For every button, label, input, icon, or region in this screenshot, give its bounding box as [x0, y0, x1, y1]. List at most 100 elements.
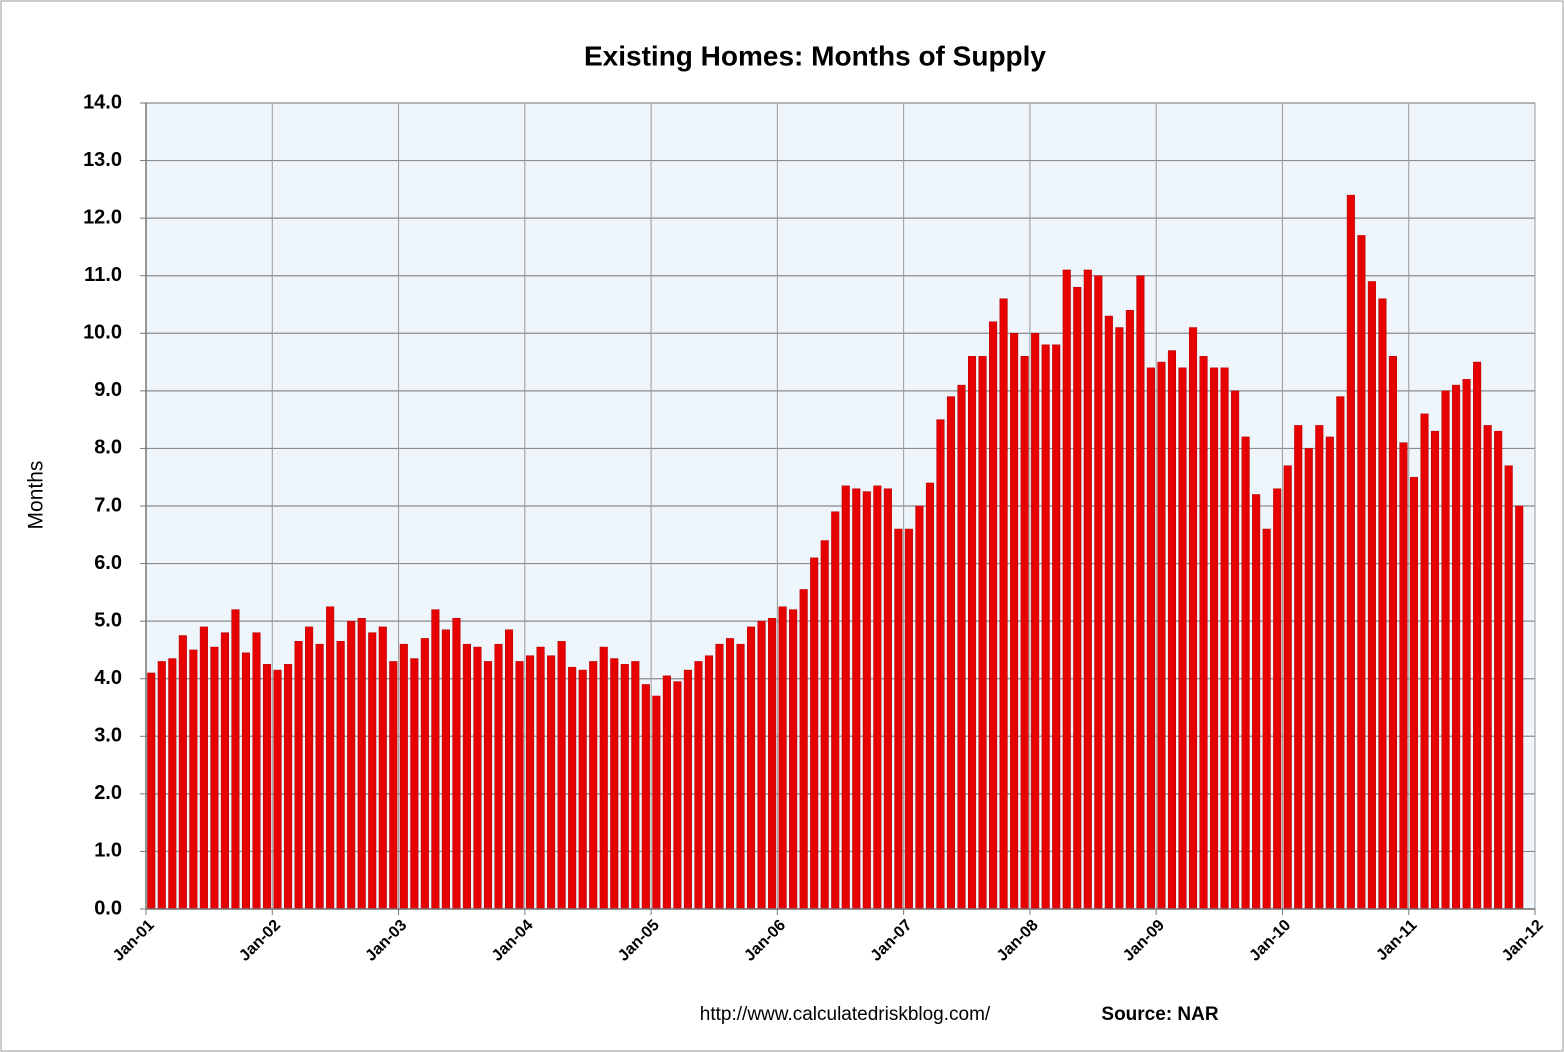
bar	[1167, 350, 1177, 910]
bar	[1231, 390, 1240, 910]
bar	[1210, 367, 1219, 910]
bar	[420, 638, 429, 910]
bar	[357, 618, 366, 910]
bar	[978, 356, 987, 910]
bar	[1178, 367, 1187, 910]
bar	[1273, 488, 1282, 910]
bar	[599, 646, 608, 910]
source-url: http://www.calculatedriskblog.com/	[700, 1004, 991, 1025]
bar	[1515, 505, 1524, 910]
bar	[536, 646, 545, 910]
bar	[315, 643, 324, 910]
bar	[989, 321, 998, 910]
bar	[1483, 425, 1492, 910]
bar	[1262, 528, 1271, 910]
bar	[1378, 298, 1387, 910]
y-tick-label: 9.0	[94, 379, 122, 401]
bar	[1073, 286, 1082, 910]
bar	[631, 661, 640, 910]
bar	[410, 658, 419, 910]
bar	[768, 618, 777, 910]
bar	[852, 488, 861, 910]
bar	[799, 589, 808, 910]
bar	[462, 643, 471, 910]
bar	[168, 658, 177, 910]
bar	[683, 669, 692, 910]
bar	[1283, 465, 1292, 910]
y-tick-label: 6.0	[94, 552, 122, 574]
bar	[725, 638, 735, 910]
y-tick-label: 1.0	[94, 840, 122, 862]
bar	[494, 643, 503, 910]
chart-title: Existing Homes: Months of Supply	[584, 40, 1046, 71]
bar	[915, 505, 924, 910]
bar	[1294, 425, 1303, 910]
bar	[431, 609, 440, 910]
bar	[999, 298, 1008, 910]
y-tick-label: 2.0	[94, 782, 122, 804]
bar	[1346, 194, 1355, 910]
bar	[1304, 448, 1313, 910]
bar	[389, 661, 398, 910]
y-tick-label: 4.0	[94, 667, 122, 689]
bar	[147, 672, 156, 910]
bar	[578, 669, 587, 910]
bar	[747, 626, 756, 910]
bar	[1420, 413, 1429, 910]
bar	[831, 511, 840, 910]
bar	[441, 629, 450, 910]
bar	[620, 664, 629, 910]
y-tick-label: 8.0	[94, 437, 122, 459]
bar	[610, 658, 619, 910]
bar	[378, 626, 387, 910]
bar	[757, 620, 766, 910]
y-axis-label: Months	[25, 461, 48, 530]
bar	[189, 649, 198, 910]
bar	[273, 669, 282, 910]
bar	[967, 356, 977, 910]
bar	[347, 620, 356, 910]
y-tick-label: 10.0	[83, 322, 122, 344]
bar	[220, 632, 229, 910]
bar	[305, 626, 314, 910]
bar	[1441, 390, 1450, 910]
bar	[810, 557, 819, 910]
bar	[589, 661, 598, 910]
bar	[1136, 275, 1145, 910]
bar	[1315, 425, 1324, 910]
bar	[652, 695, 661, 910]
bar	[262, 664, 272, 910]
bar	[1388, 356, 1397, 910]
bar	[1188, 327, 1198, 910]
bar	[694, 661, 703, 910]
bar	[1020, 356, 1029, 910]
y-tick-label: 13.0	[83, 149, 122, 171]
bar	[1325, 436, 1334, 910]
bar	[1367, 281, 1376, 910]
bar	[1452, 384, 1461, 910]
y-tick-label: 5.0	[94, 609, 122, 631]
bar	[1157, 361, 1166, 910]
bar	[504, 629, 514, 910]
bar	[336, 641, 345, 910]
bar	[399, 643, 408, 910]
bar	[736, 643, 745, 910]
bar	[820, 540, 829, 910]
bar	[936, 419, 945, 910]
bar	[568, 666, 577, 910]
bar	[1399, 442, 1408, 910]
y-tick-label: 14.0	[83, 91, 122, 113]
bar	[1062, 269, 1071, 910]
bar	[1115, 327, 1124, 910]
bar	[1010, 333, 1019, 910]
bar	[641, 684, 650, 910]
bar	[957, 384, 966, 910]
bar	[1462, 379, 1471, 910]
bar	[199, 626, 208, 910]
bar	[1336, 396, 1345, 910]
bar	[1252, 494, 1261, 910]
bar	[662, 675, 671, 910]
y-tick-label: 11.0	[84, 264, 122, 286]
bar	[515, 661, 524, 910]
